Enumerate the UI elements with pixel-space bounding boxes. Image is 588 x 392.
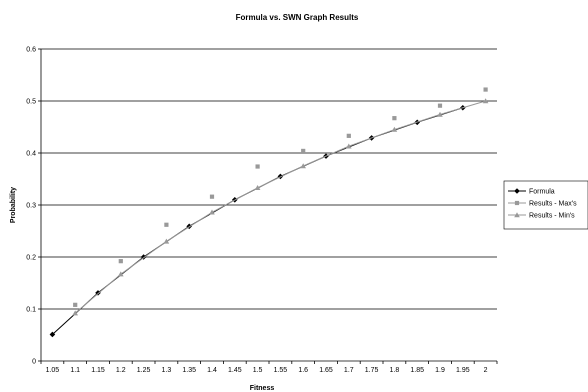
data-point-formula (514, 188, 520, 194)
x-tick-label: 1.9 (435, 367, 445, 374)
series-diamond (49, 104, 466, 338)
x-axis-title: Fitness (250, 385, 275, 392)
data-point-min (209, 209, 215, 215)
data-point-max (209, 194, 215, 199)
x-tick-labels: 1.05 1.1 1.15 1.2 1.25 1.3 1.35 1.4 1.45 1.5 1.55 1… (46, 367, 488, 374)
x-tick-label: 2 (484, 367, 488, 374)
y-tick-labels: 0 0.1 0.2 0.3 0.4 0.5 0.6 (26, 47, 36, 366)
x-tick-label: 1.7 (344, 367, 354, 374)
x-tick-label: 1.75 (365, 367, 379, 374)
legend: Formula Results - Max's Results - Min's (503, 180, 588, 230)
x-tick-label: 1.6 (298, 367, 308, 374)
data-point-max (73, 302, 78, 307)
series-line (74, 100, 486, 314)
x-tick-label: 1.8 (390, 367, 400, 374)
data-point-max (301, 148, 306, 154)
data-point-min (391, 126, 398, 132)
data-point-formula (49, 331, 56, 338)
x-tick-label: 1.1 (70, 367, 80, 374)
data-point-max (437, 103, 443, 108)
plot-series (49, 87, 489, 338)
data-point-min (72, 310, 78, 316)
data-point-max (392, 116, 397, 121)
data-point-min (482, 98, 489, 104)
data-point-min (514, 212, 520, 218)
data-point-max (483, 87, 488, 92)
data-point-max (514, 200, 520, 206)
data-point-max (164, 222, 169, 227)
data-point-min (254, 185, 261, 191)
y-tick-label: 0 (32, 359, 36, 366)
series-triangle (72, 98, 489, 316)
x-tick-label: 1.95 (456, 367, 470, 374)
series-line (52, 107, 463, 335)
chart-title: Formula vs. SWN Graph Results (236, 13, 359, 22)
x-tick-label: 1.35 (182, 367, 196, 374)
data-point-min (163, 238, 170, 244)
data-point-min (346, 143, 352, 149)
y-axis-title: Probability (10, 187, 17, 223)
data-point-min (300, 163, 306, 169)
y-tick-label: 0.2 (26, 255, 36, 262)
data-point-min (118, 271, 124, 277)
x-tick-label: 1.2 (116, 367, 126, 374)
legend-label: Results - Max's (529, 201, 577, 208)
x-tick-label: 1.3 (162, 367, 172, 374)
series-square (73, 87, 488, 307)
data-point-max (255, 164, 260, 169)
y-tick-label: 0.4 (26, 151, 36, 158)
y-tick-label: 0.3 (26, 203, 36, 210)
axes (38, 48, 498, 364)
data-point-formula (140, 254, 147, 260)
x-tick-label: 1.05 (46, 367, 60, 374)
x-tick-label: 1.85 (410, 367, 424, 374)
x-tick-label: 1.45 (228, 367, 242, 374)
legend-label: Results - Min's (529, 213, 575, 220)
legend-label: Formula (529, 189, 555, 196)
x-tick-label: 1.55 (274, 367, 288, 374)
data-point-max (118, 259, 123, 264)
data-point-max (346, 133, 351, 138)
x-tick-label: 1.5 (253, 367, 263, 374)
x-tick-label: 1.65 (319, 367, 333, 374)
y-tick-label: 0.5 (26, 99, 36, 106)
x-tick-label: 1.4 (207, 367, 217, 374)
data-point-min (437, 111, 443, 117)
y-tick-label: 0.6 (26, 47, 36, 54)
x-tick-label: 1.15 (91, 367, 105, 374)
x-tick-label: 1.25 (137, 367, 151, 374)
gridlines (41, 48, 497, 310)
y-tick-label: 0.1 (26, 307, 36, 314)
